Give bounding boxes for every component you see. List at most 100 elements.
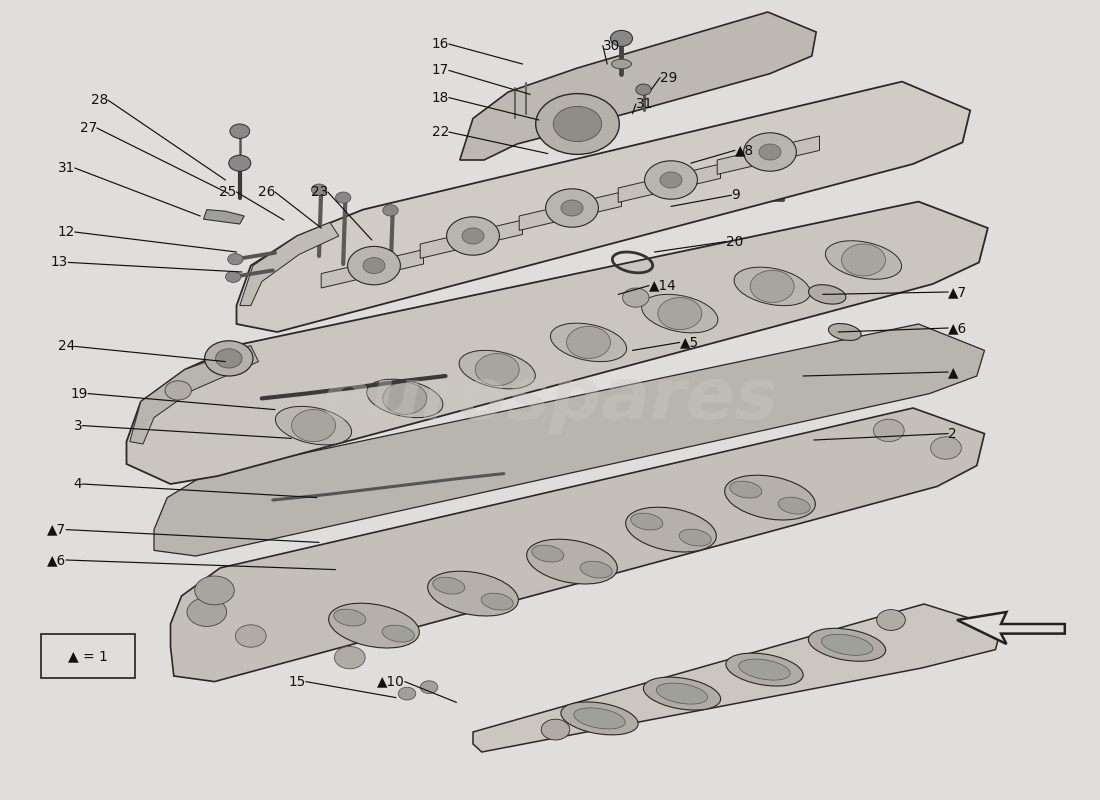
Ellipse shape (527, 539, 617, 584)
Text: eurospares: eurospares (321, 366, 779, 434)
Circle shape (420, 681, 438, 694)
Circle shape (187, 598, 227, 626)
Circle shape (235, 625, 266, 647)
Circle shape (165, 381, 191, 400)
Ellipse shape (679, 529, 712, 546)
Text: ▲7: ▲7 (47, 522, 66, 537)
Text: 28: 28 (90, 93, 108, 107)
Text: 13: 13 (51, 255, 68, 270)
Circle shape (759, 144, 781, 160)
Text: 16: 16 (431, 37, 449, 51)
Polygon shape (236, 82, 970, 332)
Polygon shape (519, 192, 621, 230)
Circle shape (750, 270, 794, 302)
Ellipse shape (808, 628, 886, 662)
Ellipse shape (828, 323, 861, 341)
Circle shape (226, 271, 241, 282)
Ellipse shape (644, 677, 721, 710)
Ellipse shape (822, 634, 872, 655)
Circle shape (336, 192, 351, 203)
Text: 19: 19 (70, 386, 88, 401)
Circle shape (553, 106, 602, 142)
Text: 4: 4 (74, 477, 82, 491)
Circle shape (541, 719, 570, 740)
Text: ▲10: ▲10 (377, 674, 405, 689)
Circle shape (229, 155, 251, 171)
Ellipse shape (825, 241, 902, 279)
Circle shape (744, 133, 796, 171)
Ellipse shape (382, 625, 415, 642)
Ellipse shape (808, 285, 846, 304)
Text: ▲5: ▲5 (680, 335, 700, 350)
Text: 2: 2 (948, 426, 957, 441)
Ellipse shape (550, 323, 627, 362)
Circle shape (842, 244, 886, 276)
Text: 25: 25 (219, 185, 236, 199)
Circle shape (398, 687, 416, 700)
Text: 12: 12 (57, 225, 75, 239)
Ellipse shape (574, 708, 625, 729)
Circle shape (566, 326, 610, 358)
Ellipse shape (657, 683, 707, 704)
Polygon shape (460, 12, 816, 160)
Polygon shape (240, 222, 339, 306)
Polygon shape (618, 164, 720, 202)
Ellipse shape (729, 481, 762, 498)
Text: 24: 24 (57, 339, 75, 354)
Circle shape (348, 246, 400, 285)
Ellipse shape (481, 593, 514, 610)
Circle shape (311, 184, 327, 195)
Circle shape (228, 254, 243, 265)
Circle shape (230, 124, 250, 138)
Polygon shape (321, 250, 424, 288)
Ellipse shape (329, 603, 419, 648)
Circle shape (447, 217, 499, 255)
Circle shape (363, 258, 385, 274)
Circle shape (536, 94, 619, 154)
Text: 27: 27 (79, 121, 97, 135)
Text: 31: 31 (57, 161, 75, 175)
Circle shape (660, 172, 682, 188)
Ellipse shape (333, 609, 366, 626)
Circle shape (873, 419, 904, 442)
Circle shape (623, 288, 649, 307)
Circle shape (334, 646, 365, 669)
Circle shape (475, 354, 519, 386)
Polygon shape (717, 136, 820, 174)
Text: 18: 18 (431, 90, 449, 105)
Ellipse shape (626, 507, 716, 552)
Ellipse shape (726, 653, 803, 686)
Ellipse shape (739, 659, 790, 680)
Circle shape (931, 437, 961, 459)
Ellipse shape (432, 577, 465, 594)
Ellipse shape (561, 702, 638, 735)
Circle shape (462, 228, 484, 244)
Ellipse shape (725, 475, 815, 520)
Ellipse shape (778, 497, 811, 514)
Circle shape (658, 298, 702, 330)
Circle shape (561, 200, 583, 216)
Text: ▲: ▲ (948, 365, 959, 379)
Polygon shape (130, 346, 258, 444)
Polygon shape (170, 408, 984, 682)
Ellipse shape (366, 379, 443, 418)
Ellipse shape (612, 59, 631, 69)
Circle shape (292, 410, 336, 442)
Ellipse shape (580, 561, 613, 578)
Circle shape (877, 610, 905, 630)
Text: 26: 26 (257, 185, 275, 199)
Text: ▲6: ▲6 (948, 321, 967, 335)
Polygon shape (473, 604, 1001, 752)
Ellipse shape (630, 513, 663, 530)
Text: 20: 20 (726, 234, 744, 249)
Text: 23: 23 (310, 185, 328, 199)
Text: 9: 9 (732, 188, 740, 202)
Circle shape (383, 382, 427, 414)
Polygon shape (204, 210, 244, 224)
Circle shape (610, 30, 632, 46)
Polygon shape (154, 324, 984, 556)
Circle shape (195, 576, 234, 605)
Text: ▲8: ▲8 (735, 143, 754, 158)
Ellipse shape (275, 406, 352, 445)
Text: 17: 17 (431, 63, 449, 78)
